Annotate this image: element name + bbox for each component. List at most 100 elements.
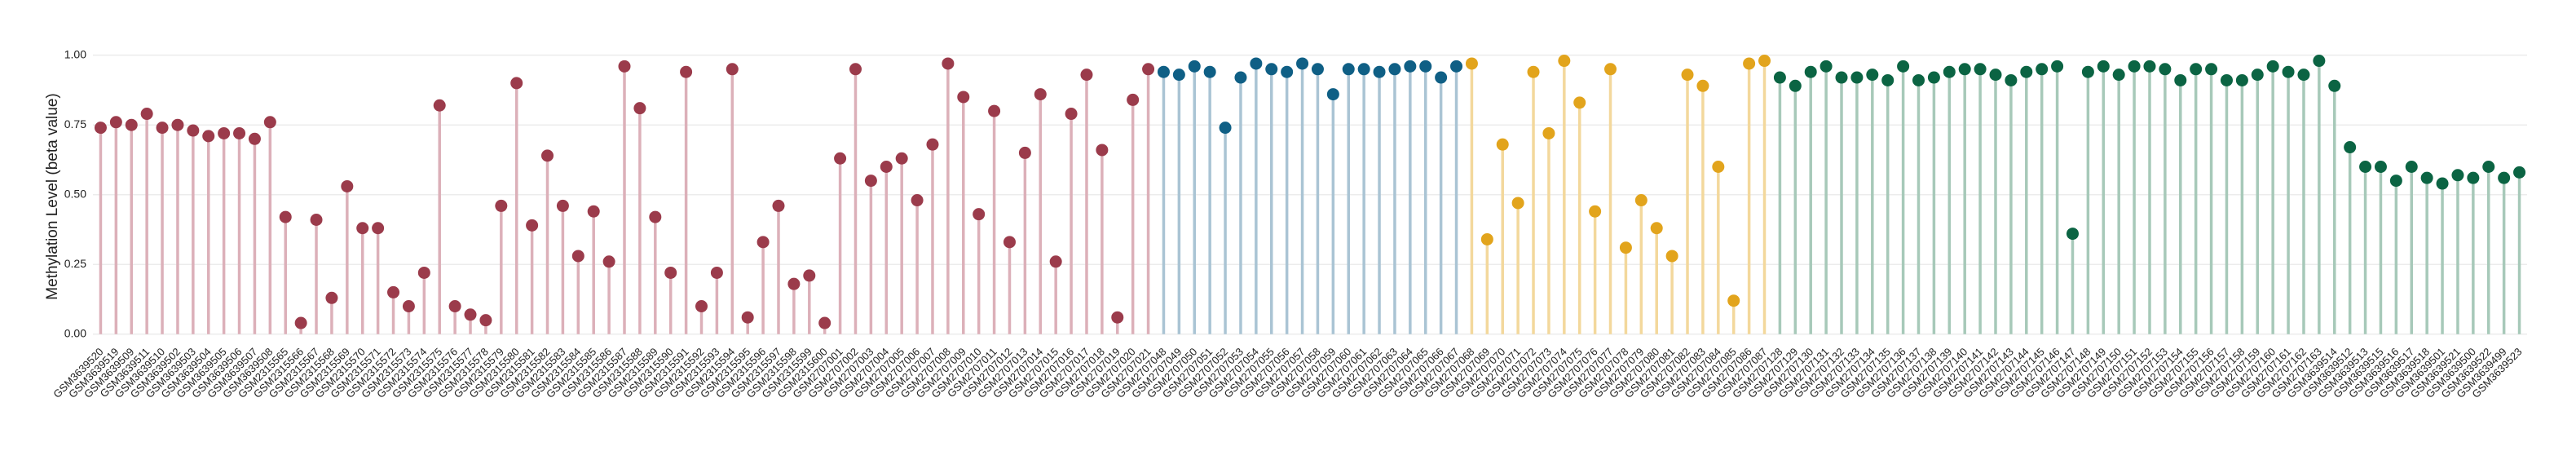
- dot: [1203, 65, 1216, 78]
- dot: [1034, 88, 1047, 101]
- dot: [1542, 126, 1555, 139]
- dot: [556, 199, 569, 212]
- dot: [1419, 60, 1432, 73]
- dot: [541, 149, 554, 162]
- dot: [1219, 122, 1232, 135]
- dot: [248, 132, 261, 145]
- dot: [1727, 294, 1740, 307]
- dot: [2097, 60, 2110, 73]
- dot: [387, 285, 400, 298]
- dot: [1311, 63, 1324, 76]
- dot: [1234, 71, 1247, 84]
- dot: [1003, 236, 1016, 249]
- dot: [1357, 63, 1370, 76]
- dot: [1065, 108, 1078, 121]
- dot: [1758, 55, 1771, 68]
- dot: [618, 60, 631, 73]
- dot: [1373, 65, 1386, 78]
- dot: [2359, 161, 2372, 174]
- dot: [2143, 60, 2156, 73]
- dot: [1096, 144, 1109, 157]
- dot: [294, 316, 307, 329]
- dot: [803, 269, 816, 282]
- y-tick-label: 0.00: [64, 326, 86, 339]
- dot: [1943, 65, 1956, 78]
- dot: [2389, 175, 2402, 188]
- dot: [895, 152, 908, 165]
- dot: [942, 57, 955, 70]
- dot: [1927, 71, 1940, 84]
- dot: [125, 118, 138, 131]
- dot: [602, 255, 615, 268]
- dot: [1650, 222, 1663, 235]
- dot: [1172, 69, 1185, 82]
- dot: [1804, 65, 1817, 78]
- dot: [433, 99, 446, 112]
- dot: [2297, 69, 2310, 82]
- dot: [2282, 65, 2295, 78]
- dot: [1743, 57, 1756, 70]
- dot: [1527, 65, 1540, 78]
- dot: [587, 205, 600, 218]
- dot: [1835, 71, 1848, 84]
- dot: [356, 222, 369, 235]
- dot: [2205, 63, 2218, 76]
- dot: [1850, 71, 1864, 84]
- dot: [1496, 138, 1509, 151]
- dot: [664, 266, 677, 279]
- dot: [911, 194, 924, 207]
- dot: [2451, 169, 2464, 182]
- dot: [1465, 57, 1478, 70]
- dot: [187, 124, 200, 137]
- dot: [1820, 60, 1833, 73]
- dot: [1558, 55, 1571, 68]
- dot: [880, 161, 893, 174]
- y-tick-label: 0.25: [64, 257, 86, 270]
- dot: [726, 63, 739, 76]
- dot: [1450, 60, 1463, 73]
- dot: [772, 199, 785, 212]
- dot: [140, 108, 153, 121]
- dot: [2174, 73, 2187, 86]
- dot: [1265, 63, 1278, 76]
- dot: [372, 222, 385, 235]
- dot: [2467, 171, 2480, 184]
- dot: [448, 300, 461, 313]
- dot: [973, 208, 986, 221]
- dot: [1696, 79, 1709, 92]
- dot: [2020, 65, 2033, 78]
- y-tick-label: 0.50: [64, 187, 86, 200]
- y-tick-label: 1.00: [64, 47, 86, 60]
- dot: [1296, 57, 1309, 70]
- dot: [1511, 197, 1524, 210]
- dot: [1250, 57, 1263, 70]
- dot: [2436, 177, 2449, 190]
- dot: [2112, 69, 2125, 82]
- dot: [1604, 63, 1617, 76]
- dot: [510, 77, 523, 90]
- dot: [1080, 69, 1093, 82]
- dot: [171, 118, 184, 131]
- dot: [1480, 232, 1493, 245]
- y-axis-label: Methylation Level (beta value): [44, 93, 61, 299]
- dot: [2374, 161, 2387, 174]
- dot: [1712, 161, 1725, 174]
- dot: [1573, 96, 1586, 109]
- dot: [695, 300, 708, 313]
- dot: [1157, 65, 1170, 78]
- dot: [1619, 241, 1632, 254]
- dot: [1958, 63, 1971, 76]
- dot: [2235, 73, 2248, 86]
- dot: [2420, 171, 2433, 184]
- dot: [109, 116, 122, 129]
- dot: [1589, 205, 1602, 218]
- dot: [1142, 63, 1155, 76]
- dot: [1281, 65, 1294, 78]
- dot: [2128, 60, 2141, 73]
- dot: [1018, 146, 1031, 159]
- dot: [94, 122, 107, 135]
- dot: [2405, 161, 2418, 174]
- dot: [756, 236, 770, 249]
- dot: [1897, 60, 1910, 73]
